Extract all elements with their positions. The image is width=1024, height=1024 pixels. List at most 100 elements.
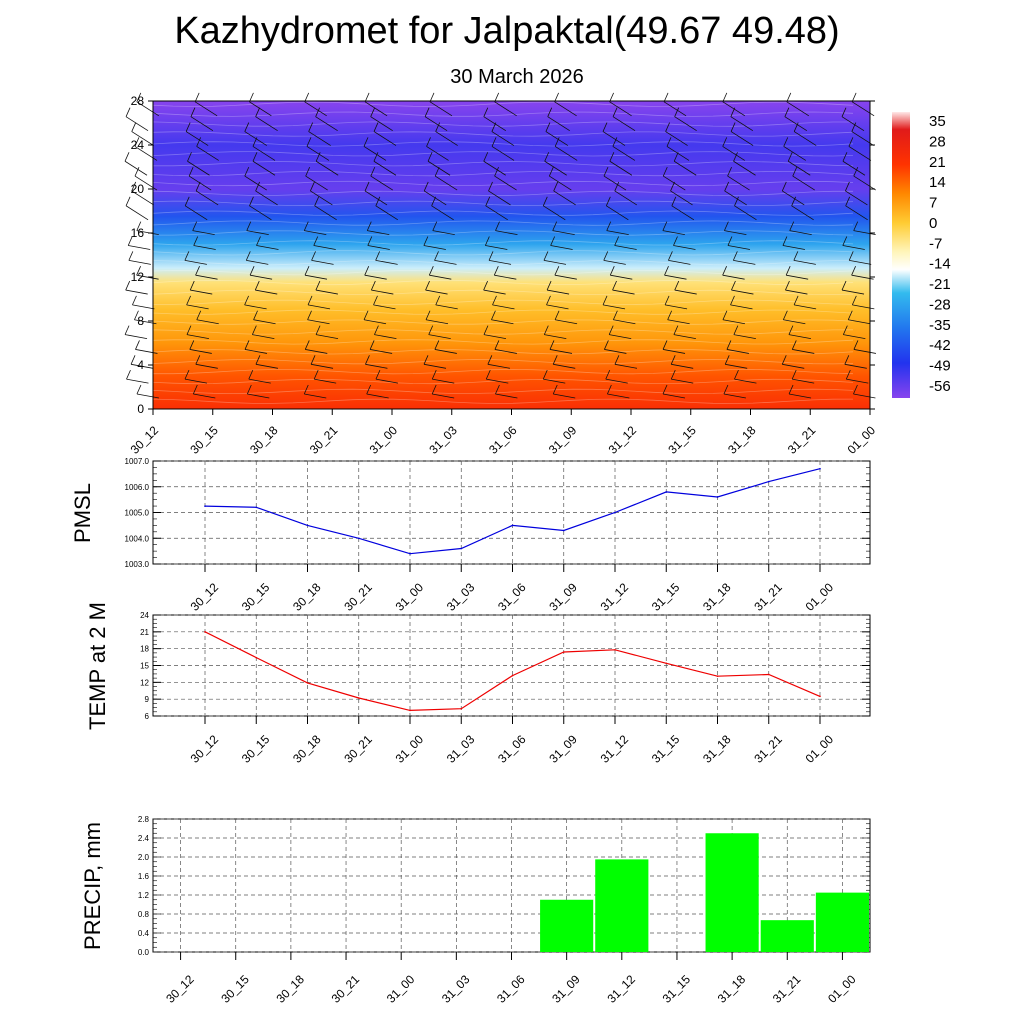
wind-barb-flag <box>781 355 787 365</box>
wind-barb-flag <box>789 221 795 231</box>
x-tick-label: 31_09 <box>546 423 580 457</box>
wind-barb <box>252 160 276 176</box>
wind-barb <box>196 319 219 325</box>
wind-barb <box>128 259 151 265</box>
wind-barb-flag <box>255 107 261 117</box>
y-tick-label: 1007.0 <box>125 457 150 466</box>
pmsl-point <box>511 524 514 527</box>
x-tick-label: 30_18 <box>290 580 324 614</box>
precip-bar <box>705 833 759 952</box>
wind-barb-flag <box>730 295 735 306</box>
wind-barb-flag <box>554 92 559 103</box>
wind-barb-flag <box>848 137 854 147</box>
wind-barb <box>374 334 397 339</box>
temp-point <box>665 662 668 665</box>
x-tick-label: 31_03 <box>444 732 478 766</box>
colorbar-label: 35 <box>929 113 946 130</box>
wind-barb <box>792 175 815 191</box>
wind-barb <box>244 131 267 146</box>
wind-barb-flag <box>435 295 441 306</box>
wind-barb <box>788 334 811 339</box>
wind-barb <box>435 304 458 310</box>
wind-barb <box>609 101 632 117</box>
wind-barb-flag <box>673 236 678 246</box>
wind-barb-flag <box>792 166 798 177</box>
wind-barb-flag <box>494 340 500 350</box>
wind-barb-flag <box>373 152 379 162</box>
wind-barb <box>552 230 575 236</box>
wind-barb <box>609 334 632 339</box>
y-tick-label: 1.6 <box>138 872 150 881</box>
wind-barb-flag <box>612 280 617 291</box>
wind-barb-flag <box>365 355 370 365</box>
wind-barb-flag <box>434 251 439 261</box>
wind-barb <box>434 259 457 265</box>
wind-barb-flag <box>495 384 500 395</box>
wind-barb <box>488 259 512 265</box>
wind-barb <box>547 289 570 295</box>
x-tick-label: 30_12 <box>188 732 222 766</box>
wind-barb <box>375 259 398 265</box>
x-tick-label: 31_15 <box>665 423 699 457</box>
wind-barb <box>606 205 629 221</box>
wind-barb-flag <box>186 295 191 306</box>
wind-barb-flag <box>304 266 310 276</box>
wind-barb-flag <box>315 280 321 291</box>
wind-barb-flag <box>136 92 142 103</box>
wind-barb <box>130 363 154 369</box>
wind-barb <box>491 131 515 146</box>
wind-barb-flag <box>791 340 797 350</box>
wind-barb-flag <box>607 384 612 395</box>
wind-barb <box>425 289 448 295</box>
wind-barb <box>547 116 570 132</box>
wind-barb-flag <box>664 266 669 276</box>
wind-barb <box>131 190 154 206</box>
wind-barb-flag <box>545 122 551 132</box>
wind-barb <box>256 245 279 250</box>
wind-barb-flag <box>609 152 615 162</box>
wind-barb-flag <box>313 369 319 380</box>
wind-barb-flag <box>851 122 857 132</box>
wind-barb-flag <box>485 196 491 206</box>
y-tick-label: 6 <box>145 712 150 721</box>
wind-barb <box>495 230 518 236</box>
wind-barb-flag <box>315 107 321 117</box>
wind-barb <box>793 131 817 146</box>
wind-barb <box>315 160 339 176</box>
wind-barb-flag <box>364 92 370 103</box>
wind-barb-flag <box>196 137 202 147</box>
wind-barb <box>136 230 159 236</box>
wind-barb <box>128 245 151 250</box>
wind-barb <box>792 349 815 354</box>
contour-line <box>152 269 854 276</box>
y-tick-label: 2.0 <box>138 853 150 862</box>
wind-barb-flag <box>187 152 192 162</box>
wind-barb <box>305 349 328 354</box>
wind-barb-flag <box>793 122 799 132</box>
x-tick-label: 30_18 <box>290 732 324 766</box>
wind-barb <box>184 205 208 221</box>
wind-barb <box>255 116 278 132</box>
wind-barb <box>427 160 451 176</box>
wind-barb-flag <box>245 251 251 261</box>
wind-barb-flag <box>189 280 195 291</box>
wind-barb <box>495 393 518 399</box>
temp-point <box>460 707 463 710</box>
wind-barb <box>853 349 876 354</box>
wind-barb-flag <box>608 325 614 335</box>
wind-barb <box>722 274 745 280</box>
wind-barb <box>844 363 867 369</box>
wind-barb <box>543 205 566 221</box>
wind-barb-flag <box>307 310 312 320</box>
wind-barb-flag <box>543 325 549 335</box>
y-tick-label: 0.0 <box>138 948 150 957</box>
wind-barb <box>554 101 577 117</box>
wind-barb-flag <box>782 310 788 320</box>
wind-barb-flag <box>363 137 369 147</box>
wind-barb <box>786 274 809 280</box>
y-tick-label: 0 <box>137 402 144 416</box>
contour-line <box>152 210 854 216</box>
wind-barb <box>730 131 754 146</box>
wind-barb <box>375 378 399 384</box>
y-tick-label: 20 <box>131 182 145 196</box>
